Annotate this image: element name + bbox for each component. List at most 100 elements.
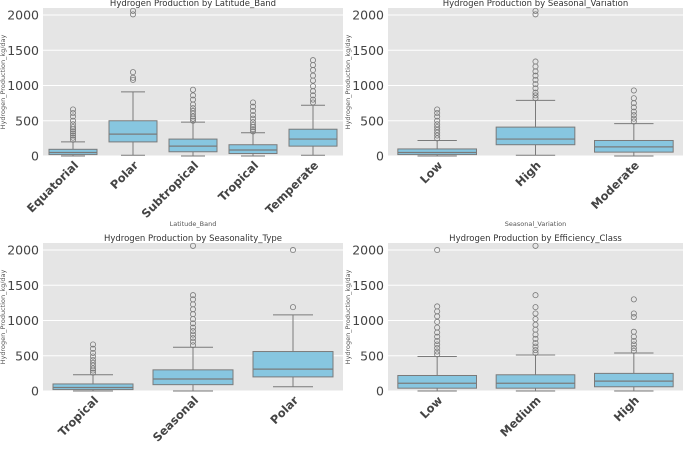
outlier-point — [434, 135, 441, 142]
outlier-point — [532, 349, 539, 356]
outlier-point — [532, 321, 539, 328]
outlier-point — [189, 328, 196, 335]
box-iqr — [252, 351, 334, 378]
x-tick-label: Tropical — [55, 393, 101, 439]
outlier-point — [630, 310, 637, 317]
y-tick-label: 500 — [360, 348, 384, 363]
outlier-point — [532, 335, 539, 342]
box-subtropical — [168, 86, 218, 157]
outlier-point — [434, 129, 441, 136]
y-axis-label: Hydrogen_Production_kg/day — [344, 34, 352, 129]
chart-panel-1: 0 500 1000 1500 2000 Hydrogen Production by L… — [0, 0, 343, 228]
outlier-point — [189, 242, 196, 249]
outlier-point — [189, 86, 196, 93]
outlier-point — [309, 72, 316, 79]
outlier-point — [434, 324, 441, 331]
outlier-point — [129, 69, 136, 76]
outlier-point — [630, 95, 637, 102]
y-tick-label: 500 — [360, 113, 384, 128]
outlier-point — [630, 115, 637, 122]
x-tick-label: High — [513, 158, 544, 189]
chart-panel-3: 0 500 1000 1500 2000 Hydrogen Production by S… — [0, 234, 343, 444]
x-tick-label: Polar — [107, 158, 141, 192]
outlier-point — [90, 359, 97, 366]
outlier-point — [70, 128, 77, 135]
outlier-point — [309, 83, 316, 90]
outlier-point — [189, 331, 196, 338]
box-high — [594, 296, 674, 392]
box-iqr — [152, 369, 234, 386]
x-tick-label: Subtropical — [139, 158, 202, 221]
x-tick-label: Low — [417, 158, 445, 186]
y-axis-label: Hydrogen_Production_kg/day — [0, 34, 7, 129]
chart-title: Hydrogen Production by Seasonal_Variatio… — [443, 0, 628, 9]
x-axis-label: Latitude_Band — [170, 220, 217, 228]
y-tick-label: 0 — [376, 384, 384, 399]
outlier-point — [70, 117, 77, 124]
outlier-point — [630, 337, 637, 344]
outlier-point — [289, 247, 296, 254]
outlier-point — [532, 242, 539, 249]
outlier-point — [189, 117, 196, 124]
outlier-point — [532, 310, 539, 317]
y-tick-label: 1500 — [352, 278, 384, 293]
outlier-point — [129, 11, 136, 18]
outlier-point — [532, 85, 539, 92]
chart-title: Hydrogen Production by Latitude_Band — [110, 0, 276, 9]
y-tick-label: 0 — [31, 149, 39, 164]
box-moderate — [594, 87, 674, 157]
outlier-point — [249, 107, 256, 114]
outlier-point — [434, 345, 441, 352]
chart-panel-2: 0 500 1000 1500 2000 Hydrogen Production by S… — [344, 0, 683, 228]
outlier-point — [532, 92, 539, 99]
y-tick-label: 1000 — [352, 313, 384, 328]
box-iqr — [108, 120, 158, 143]
outlier-point — [532, 316, 539, 323]
y-tick-label: 500 — [15, 113, 39, 128]
box-high — [495, 7, 576, 156]
outlier-point — [249, 99, 256, 106]
outlier-point — [532, 72, 539, 79]
outlier-point — [532, 292, 539, 299]
outlier-point — [434, 126, 441, 133]
outlier-point — [434, 106, 441, 113]
outlier-point — [630, 341, 637, 348]
x-tick-label: Equatorial — [24, 158, 81, 215]
outlier-point — [309, 99, 316, 106]
box-tropical — [228, 99, 278, 157]
outlier-point — [90, 341, 97, 348]
outlier-point — [129, 7, 136, 14]
y-tick-label: 1500 — [352, 43, 384, 58]
outlier-point — [434, 351, 441, 358]
outlier-point — [309, 57, 316, 64]
outlier-point — [434, 303, 441, 310]
outlier-point — [630, 118, 637, 125]
y-tick-label: 2000 — [352, 243, 384, 258]
outlier-point — [189, 110, 196, 117]
y-tick-label: 1500 — [7, 278, 39, 293]
outlier-point — [630, 104, 637, 111]
outlier-point — [90, 356, 97, 363]
outlier-point — [249, 126, 256, 133]
x-tick-label: High — [611, 393, 642, 424]
outlier-point — [189, 113, 196, 120]
outlier-point — [189, 342, 196, 349]
outlier-point — [189, 96, 196, 103]
y-tick-label: 1000 — [7, 313, 39, 328]
outlier-point — [309, 96, 316, 103]
box-seasonal — [152, 242, 234, 392]
outlier-point — [90, 353, 97, 360]
outlier-point — [90, 365, 97, 372]
outlier-point — [434, 110, 441, 117]
outlier-point — [434, 121, 441, 128]
x-tick-label: Temperate — [263, 158, 322, 217]
outlier-point — [70, 121, 77, 128]
outlier-point — [532, 58, 539, 65]
box-iqr — [288, 128, 338, 147]
box-iqr — [168, 138, 218, 153]
y-tick-label: 1000 — [352, 78, 384, 93]
y-tick-label: 2000 — [7, 243, 39, 258]
outlier-point — [90, 362, 97, 369]
y-tick-label: 2000 — [7, 8, 39, 23]
outlier-point — [630, 328, 637, 335]
